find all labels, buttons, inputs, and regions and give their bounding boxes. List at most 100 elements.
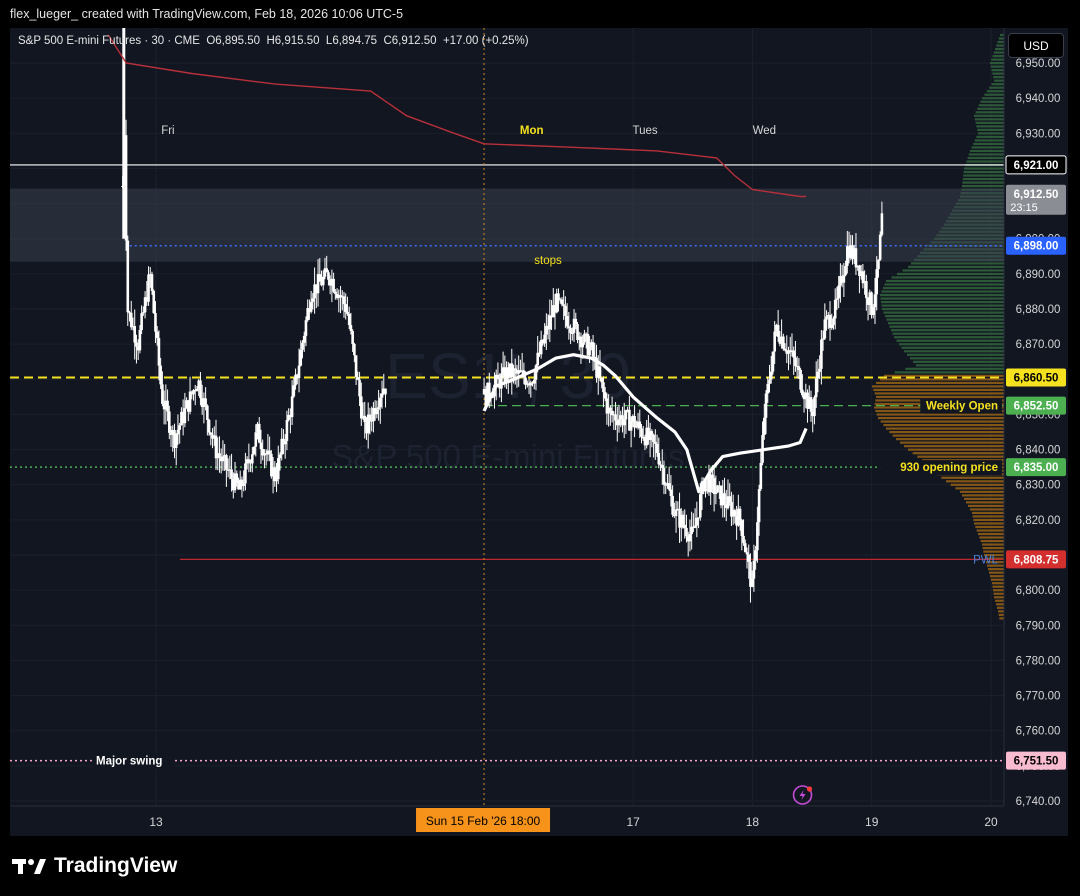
candle-body [256, 423, 259, 433]
candle-body [676, 508, 680, 510]
candle-body [629, 421, 633, 431]
candle-body [591, 342, 595, 357]
opening-price-930-label-bg [880, 460, 1002, 476]
candle-body [842, 275, 846, 283]
time-tick-label: 20 [984, 815, 998, 829]
candle-body [539, 340, 543, 355]
candle-body [519, 370, 522, 373]
profile-row [990, 65, 1004, 68]
time-tick-label: 17 [626, 815, 640, 829]
price-tick-label: 6,840.00 [1016, 445, 1061, 457]
candle-body [373, 408, 377, 415]
candle-body [764, 393, 768, 418]
candle-body [486, 382, 489, 406]
profile-row [974, 118, 1004, 121]
profile-row [995, 47, 1004, 51]
profile-row [973, 518, 1004, 522]
candle-body [294, 374, 297, 386]
candle-body [574, 318, 578, 325]
profile-row [977, 128, 1004, 131]
candle-body [832, 318, 835, 325]
brand-name: TradingView [54, 854, 178, 877]
candle-body [287, 415, 290, 421]
candle-body [302, 335, 306, 343]
candle-body [382, 388, 386, 394]
profile-row [902, 269, 1004, 272]
candle-body [678, 508, 681, 528]
candle-body [297, 365, 301, 379]
profile-row [991, 69, 1004, 72]
candle-body [735, 516, 738, 526]
chart-canvas[interactable]: ES1!, 30 S&P 500 E-mini Futures Fri Mon Tu… [10, 28, 1068, 836]
profile-row [990, 62, 1004, 65]
candle-body [174, 434, 178, 448]
candle-body [871, 307, 875, 316]
candle-body [586, 333, 590, 356]
profile-row [900, 441, 1004, 444]
candle-body [835, 298, 839, 300]
candle-body [712, 478, 716, 495]
candle-body [619, 415, 623, 420]
profile-row [996, 603, 1004, 606]
candle-body [166, 400, 169, 412]
major-swing-label-bg [92, 753, 174, 769]
candle-body [790, 350, 794, 353]
candle-body [335, 293, 339, 298]
candle-body [752, 560, 756, 579]
candle-body [154, 313, 157, 332]
profile-row [964, 167, 1004, 170]
candle-body [169, 432, 173, 435]
profile-row [976, 529, 1004, 532]
candle-body [783, 348, 787, 351]
candle-body [538, 352, 541, 355]
candle-body [673, 514, 676, 517]
price-tick-label: 6,790.00 [1016, 620, 1061, 632]
candle-body [557, 293, 560, 300]
candle-body [795, 366, 799, 368]
candle-body [707, 476, 711, 493]
profile-row [964, 497, 1004, 500]
candle-body [515, 370, 519, 374]
price-marker-label: 6,898.00 [1014, 241, 1059, 253]
candle-body [718, 485, 721, 487]
candle-body [788, 350, 792, 353]
alert-icon[interactable] [792, 785, 813, 805]
profile-row [993, 76, 1004, 79]
legend-close-label: C [383, 35, 392, 47]
currency-button[interactable]: USD [1008, 33, 1064, 58]
candle-body [659, 464, 662, 466]
candle-body [534, 365, 538, 380]
candle-body [356, 377, 360, 380]
candle-body [270, 453, 273, 477]
candle-body [140, 313, 143, 330]
profile-row [904, 445, 1004, 448]
candle-body [768, 379, 771, 384]
chart-frame[interactable]: ES1!, 30 S&P 500 E-mini Futures Fri Mon Tu… [10, 28, 1068, 836]
candle-body [731, 510, 735, 517]
profile-row [975, 525, 1004, 529]
candle-body [155, 331, 159, 339]
indicator-lines [107, 34, 808, 494]
candle-body [233, 473, 237, 491]
day-label-fri: Fri [161, 125, 174, 137]
candle-body [697, 517, 700, 519]
profile-row [883, 311, 1004, 314]
candle-body [361, 415, 365, 419]
candle-body [264, 453, 268, 455]
profile-row [962, 177, 1004, 181]
candle-body [550, 315, 553, 318]
candle-body [136, 346, 140, 351]
candle-body [238, 479, 242, 490]
candle-body [351, 330, 354, 344]
profile-row [880, 378, 1004, 381]
profile-row [874, 392, 1004, 395]
symbol-legend: S&P 500 E-mini Futures · 30 · CME O6,895… [18, 35, 529, 47]
profile-row [982, 546, 1004, 550]
candle-body [830, 324, 834, 328]
candle-body [802, 395, 806, 400]
profile-row [907, 353, 1004, 356]
candle-body [814, 378, 818, 398]
candle-body [686, 536, 690, 542]
candle-body [185, 400, 188, 409]
candle-body [214, 435, 218, 459]
